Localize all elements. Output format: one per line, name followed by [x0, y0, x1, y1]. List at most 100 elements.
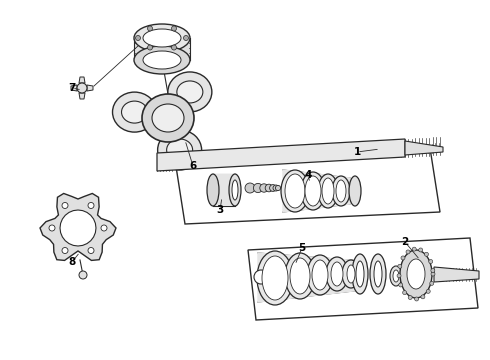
Circle shape — [424, 252, 428, 256]
Polygon shape — [79, 77, 85, 83]
Text: 5: 5 — [298, 243, 306, 253]
Circle shape — [406, 250, 410, 254]
Polygon shape — [175, 148, 440, 224]
Ellipse shape — [374, 261, 382, 287]
Ellipse shape — [318, 174, 338, 208]
Ellipse shape — [326, 257, 348, 291]
Polygon shape — [134, 38, 190, 60]
Circle shape — [147, 45, 152, 50]
Circle shape — [88, 248, 94, 253]
Circle shape — [430, 282, 434, 285]
Ellipse shape — [347, 265, 355, 283]
Circle shape — [408, 296, 412, 300]
Text: 4: 4 — [304, 170, 312, 180]
Ellipse shape — [134, 24, 190, 52]
Circle shape — [270, 185, 276, 192]
Circle shape — [172, 26, 176, 31]
Circle shape — [77, 83, 87, 93]
Circle shape — [431, 272, 435, 276]
Polygon shape — [258, 253, 362, 302]
Circle shape — [62, 202, 68, 208]
Text: 8: 8 — [69, 257, 75, 267]
Ellipse shape — [143, 29, 181, 47]
Circle shape — [183, 36, 189, 41]
Ellipse shape — [285, 253, 315, 299]
Polygon shape — [434, 267, 479, 282]
Ellipse shape — [332, 176, 350, 206]
Circle shape — [147, 26, 152, 31]
Ellipse shape — [342, 260, 360, 288]
Circle shape — [88, 202, 94, 208]
Ellipse shape — [285, 174, 305, 208]
Ellipse shape — [113, 92, 156, 132]
Polygon shape — [71, 85, 77, 91]
Circle shape — [426, 289, 430, 293]
Ellipse shape — [262, 256, 288, 300]
Ellipse shape — [331, 262, 343, 286]
Circle shape — [431, 269, 435, 273]
Circle shape — [429, 260, 433, 264]
Circle shape — [397, 274, 401, 278]
Circle shape — [421, 295, 425, 299]
Polygon shape — [405, 141, 443, 155]
Circle shape — [401, 256, 405, 260]
Ellipse shape — [177, 81, 203, 103]
Circle shape — [136, 36, 141, 41]
Ellipse shape — [232, 180, 238, 200]
Circle shape — [398, 264, 402, 268]
Ellipse shape — [305, 176, 321, 206]
Circle shape — [172, 45, 176, 50]
Ellipse shape — [207, 174, 219, 206]
Ellipse shape — [312, 260, 328, 290]
Ellipse shape — [281, 170, 309, 212]
Circle shape — [254, 270, 268, 284]
Ellipse shape — [134, 46, 190, 74]
Polygon shape — [213, 174, 235, 206]
Ellipse shape — [301, 172, 325, 210]
Ellipse shape — [336, 180, 346, 202]
Polygon shape — [60, 210, 96, 246]
Circle shape — [265, 184, 273, 192]
Ellipse shape — [158, 130, 201, 170]
Ellipse shape — [370, 254, 386, 294]
Circle shape — [399, 283, 403, 287]
Ellipse shape — [352, 254, 368, 294]
Ellipse shape — [167, 139, 193, 161]
Circle shape — [418, 248, 423, 252]
Text: 6: 6 — [189, 161, 196, 171]
Circle shape — [49, 225, 55, 231]
Circle shape — [273, 185, 279, 191]
Ellipse shape — [290, 258, 310, 294]
Polygon shape — [248, 238, 478, 320]
Ellipse shape — [393, 270, 399, 282]
Text: 3: 3 — [217, 205, 223, 215]
Circle shape — [275, 185, 281, 190]
Ellipse shape — [143, 51, 181, 69]
Ellipse shape — [257, 251, 293, 305]
Circle shape — [412, 247, 416, 251]
Ellipse shape — [229, 174, 241, 206]
Ellipse shape — [307, 255, 333, 295]
Ellipse shape — [142, 94, 194, 142]
Ellipse shape — [407, 259, 425, 289]
Text: 2: 2 — [401, 237, 409, 247]
Circle shape — [403, 291, 407, 294]
Circle shape — [253, 183, 263, 193]
Ellipse shape — [390, 266, 402, 286]
Circle shape — [245, 183, 255, 193]
Ellipse shape — [349, 176, 361, 206]
Ellipse shape — [122, 101, 147, 123]
Text: 1: 1 — [353, 147, 361, 157]
Polygon shape — [87, 85, 93, 91]
Circle shape — [79, 271, 87, 279]
Ellipse shape — [356, 261, 364, 287]
Ellipse shape — [400, 250, 432, 298]
Polygon shape — [79, 93, 85, 99]
Ellipse shape — [152, 104, 184, 132]
Ellipse shape — [168, 72, 212, 112]
Polygon shape — [157, 139, 405, 171]
Circle shape — [260, 184, 268, 192]
Polygon shape — [283, 170, 350, 212]
Polygon shape — [40, 193, 116, 260]
Circle shape — [101, 225, 107, 231]
